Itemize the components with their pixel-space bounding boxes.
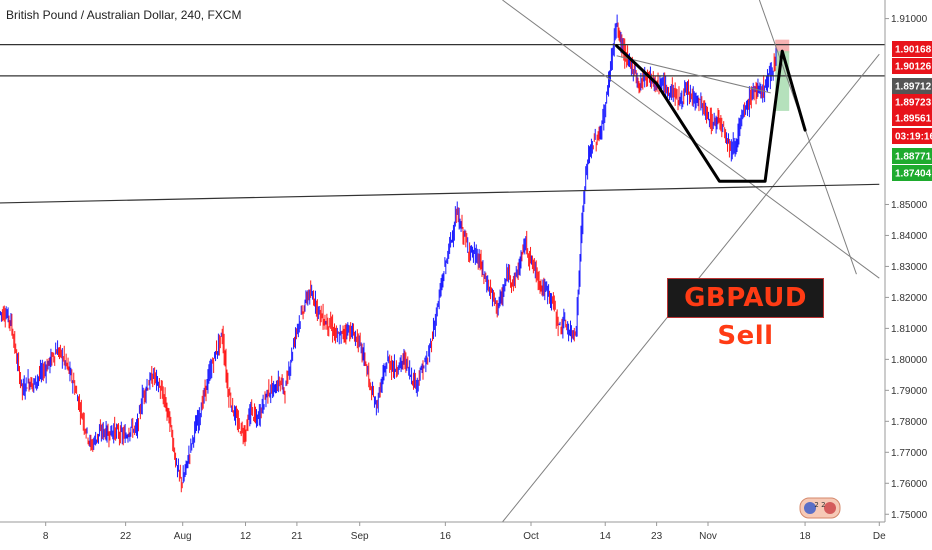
y-tick-label: 1.83000 xyxy=(891,262,928,273)
y-tick-label: 1.75000 xyxy=(891,510,928,521)
projection-line xyxy=(615,44,807,183)
y-tick-label: 1.84000 xyxy=(891,231,928,242)
price-badge-label: 1.89712 xyxy=(895,82,932,93)
time-axis: 8 22 Aug 12 21 Sep 16 Oct 14 23 Nov 18 De xyxy=(0,521,886,542)
price-badge-label: 1.87404 xyxy=(895,169,932,180)
price-series xyxy=(0,14,777,493)
watermark-text: 2 2 xyxy=(814,501,825,509)
price-badge-label: 1.89723 xyxy=(895,98,932,109)
y-tick-label: 1.78000 xyxy=(891,417,928,428)
price-badge xyxy=(892,128,932,144)
x-tick-label: 21 xyxy=(291,531,303,542)
projection-path xyxy=(615,44,807,183)
price-badge-label: 1.88771 xyxy=(895,152,932,163)
price-badge xyxy=(892,94,932,110)
x-tick-label: Nov xyxy=(699,531,717,542)
price-badge-label: 1.90126 xyxy=(895,62,932,73)
price-badge-label: 1.90168 xyxy=(895,45,932,56)
x-tick-label: De xyxy=(873,531,886,542)
x-tick-label: 18 xyxy=(800,531,812,542)
y-tick-label: 1.77000 xyxy=(891,448,928,459)
y-tick-label: 1.80000 xyxy=(891,355,928,366)
price-badge-label: 03:19:16 xyxy=(895,132,932,143)
trendline xyxy=(758,0,857,275)
chart-title: British Pound / Australian Dollar, 240, … xyxy=(6,8,242,22)
x-tick-label: 12 xyxy=(240,531,252,542)
price-badge xyxy=(892,148,932,164)
x-tick-label: 14 xyxy=(600,531,612,542)
price-axis: 1.75000 1.76000 1.77000 1.78000 1.79000 1.800… xyxy=(884,0,928,522)
x-tick-label: 23 xyxy=(651,531,663,542)
stop-zone xyxy=(775,39,790,53)
price-badge xyxy=(892,58,932,74)
y-tick-label: 1.76000 xyxy=(891,479,928,490)
y-tick-label: 1.79000 xyxy=(891,386,928,397)
x-tick-label: 22 xyxy=(120,531,132,542)
y-tick-label: 1.91000 xyxy=(891,14,928,25)
sell-label: GBPAUD Sell xyxy=(667,278,824,351)
price-badge xyxy=(892,78,932,94)
price-badge xyxy=(892,165,932,181)
y-tick-label: 1.81000 xyxy=(891,324,928,335)
x-tick-label: Sep xyxy=(351,531,369,542)
price-badges: 1.90168 1.90126 1.89712 1.89723 1.89561 03:19… xyxy=(892,41,932,181)
price-badge xyxy=(892,110,932,126)
y-tick-label: 1.82000 xyxy=(891,293,928,304)
price-badge xyxy=(892,41,932,57)
x-tick-label: 16 xyxy=(440,531,452,542)
price-badge-label: 1.89561 xyxy=(895,114,932,125)
trendline xyxy=(0,183,880,204)
x-tick-label: Oct xyxy=(523,531,539,542)
y-tick-label: 1.85000 xyxy=(891,200,928,211)
x-tick-label: 8 xyxy=(43,531,49,542)
watermark-logo-icon: 2 2 xyxy=(799,497,841,519)
x-tick-label: Aug xyxy=(174,531,192,542)
trendline xyxy=(616,55,771,94)
drawing-lines xyxy=(0,0,885,523)
